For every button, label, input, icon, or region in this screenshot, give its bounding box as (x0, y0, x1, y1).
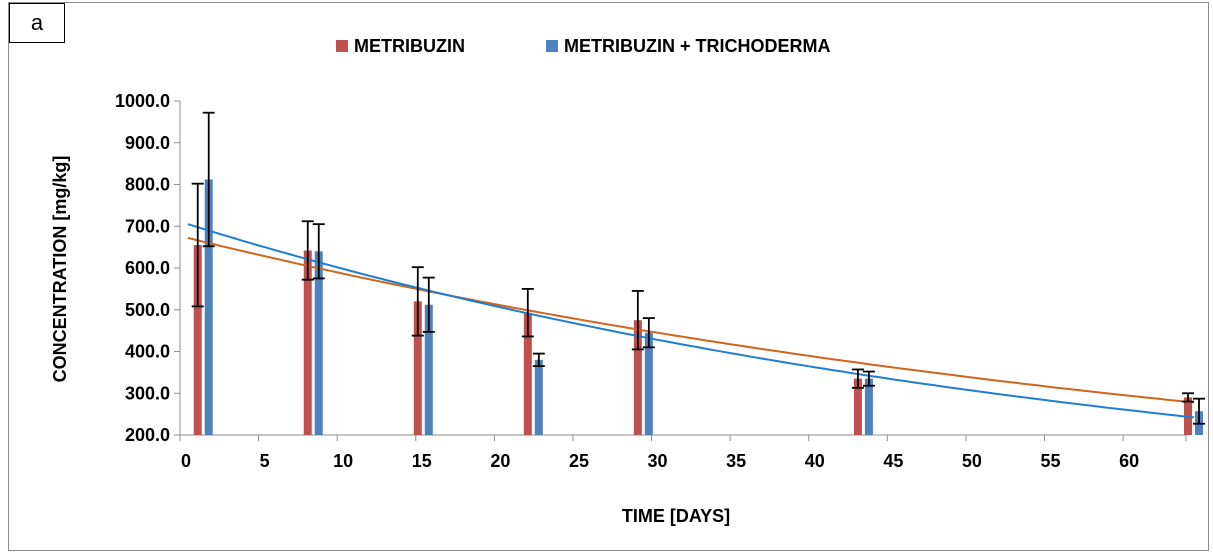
bars (193, 179, 1203, 435)
x-tick-label: 60 (1119, 451, 1139, 471)
legend: METRIBUZIN METRIBUZIN + TRICHODERMA (336, 36, 831, 56)
x-axis-title: TIME [DAYS] (622, 506, 730, 526)
y-tick-label: 600.0 (125, 258, 170, 278)
y-tick-label: 400.0 (125, 342, 170, 362)
bar-metribuzin (413, 301, 422, 435)
y-tick-label: 900.0 (125, 133, 170, 153)
bar-metribuzin-trichoderma (644, 332, 653, 435)
tick-labels: 200.0 300.0 400.0 500.0 600.0 700.0 800.0 900.0… (115, 91, 1139, 471)
error-bar-metribuzin-trichoderma (862, 370, 875, 387)
trend-line-metribuzin-trichoderma (187, 223, 1195, 419)
axes (174, 100, 1187, 441)
y-tick-label: 1000.0 (115, 91, 170, 111)
error-bar-metribuzin (631, 290, 644, 351)
legend-swatch-metribuzin (336, 40, 348, 52)
error-bar-metribuzin (301, 220, 314, 281)
error-bar-metribuzin-trichoderma (202, 111, 215, 248)
error-bar-metribuzin (851, 368, 864, 389)
bar-metribuzin (303, 250, 312, 435)
x-tick-label: 40 (805, 451, 825, 471)
x-tick-label: 20 (490, 451, 510, 471)
bar-metribuzin (633, 320, 642, 435)
trend-line-metribuzin (187, 236, 1195, 404)
legend-label-metribuzin-trichoderma: METRIBUZIN + TRICHODERMA (564, 36, 831, 56)
x-tick-label: 5 (260, 451, 270, 471)
bar-metribuzin-trichoderma (314, 251, 323, 435)
bar-metribuzin-trichoderma (204, 179, 213, 435)
x-tick-label: 50 (962, 451, 982, 471)
y-tick-label: 300.0 (125, 383, 170, 403)
bar-metribuzin (193, 245, 202, 435)
error-bar-metribuzin (1182, 392, 1194, 403)
error-bar-metribuzin (521, 287, 534, 338)
x-tick-label: 25 (569, 451, 589, 471)
error-bars (191, 111, 1205, 425)
x-tick-label: 0 (181, 451, 191, 471)
y-tick-label: 200.0 (125, 425, 170, 445)
y-tick-label: 500.0 (125, 300, 170, 320)
bar-metribuzin (853, 378, 862, 435)
error-bar-metribuzin (411, 266, 424, 337)
x-tick-label: 10 (333, 451, 353, 471)
error-bar-metribuzin (191, 182, 204, 308)
legend-label-metribuzin: METRIBUZIN (354, 36, 465, 56)
x-tick-label: 45 (883, 451, 903, 471)
y-tick-label: 800.0 (125, 175, 170, 195)
trend-lines (187, 223, 1195, 419)
panel-label: a (9, 3, 65, 43)
bar-metribuzin (523, 312, 532, 435)
x-tick-label: 35 (726, 451, 746, 471)
y-tick-label: 700.0 (125, 216, 170, 236)
error-bar-metribuzin-trichoderma (642, 317, 655, 349)
x-tick-label: 15 (412, 451, 432, 471)
x-tick-label: 55 (1041, 451, 1061, 471)
x-tick-label: 30 (648, 451, 668, 471)
bar-metribuzin-trichoderma (864, 378, 873, 435)
error-bar-metribuzin-trichoderma (422, 276, 435, 333)
bar-metribuzin-trichoderma (424, 304, 433, 435)
error-bar-metribuzin-trichoderma (1193, 397, 1205, 425)
legend-swatch-metribuzin-trichoderma (546, 40, 558, 52)
bar-metribuzin-trichoderma (534, 359, 543, 435)
error-bar-metribuzin-trichoderma (312, 223, 325, 280)
y-axis-title: CONCENTRATION [mg/kg] (50, 156, 70, 383)
error-bar-metribuzin-trichoderma (532, 352, 545, 368)
